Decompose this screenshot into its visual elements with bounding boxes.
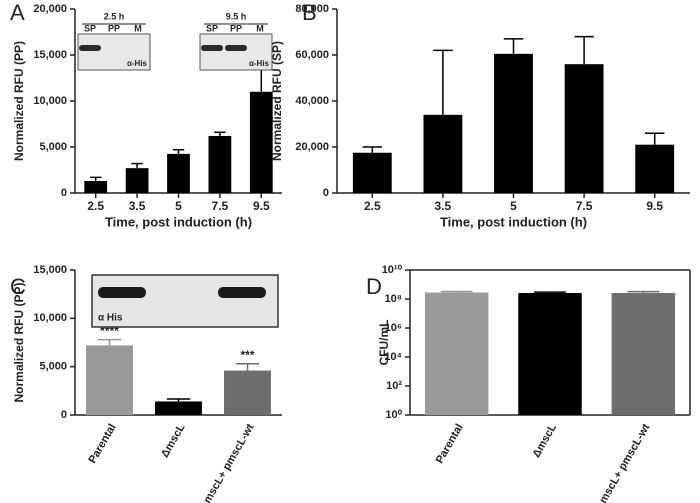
x-tick-label: ΔmscL+ pmscL-wt [593,422,652,503]
y-tick-label: 0 [61,187,67,199]
y-tick-label: 80,000 [295,3,329,15]
x-tick-label: 3.5 [129,199,146,213]
y-tick-label: 0 [61,409,67,421]
x-tick-label: ΔmscL [530,422,559,460]
x-tick-label: 9.5 [253,199,270,213]
inset-band [201,45,223,51]
y-tick-label: 10⁶ [385,322,402,334]
x-axis-label: Time, post induction (h) [440,214,587,229]
y-tick-label: 10⁰ [385,409,402,421]
y-tick-label: 40,000 [295,95,329,107]
panel-label: A [10,0,25,25]
bar [84,181,108,193]
inset-band [79,45,101,51]
bar [155,401,202,415]
x-tick-label: 7.5 [576,199,593,213]
inset-band [225,45,247,51]
inset-lane: M [134,23,142,33]
bar [208,135,232,193]
y-tick-label: 20,000 [33,3,67,15]
inset-blot [91,274,279,328]
inset-lane: M [256,23,264,33]
x-tick-label: 2.5 [364,199,381,213]
y-axis-label: Normalized RFU (PP) [12,41,26,161]
x-axis-label: Time, post induction (h) [105,214,252,229]
panel-label: B [302,0,317,25]
y-axis-label: CFU/mL [377,320,391,366]
y-tick-label: 15,000 [33,49,67,61]
x-tick-label: 3.5 [435,199,452,213]
x-tick-label: 7.5 [212,199,229,213]
x-tick-label: ΔmscL+ pmscL-wt [197,422,256,503]
bar [423,114,463,193]
bar [635,144,675,193]
y-tick-label: 0 [323,187,329,199]
inset-antibody: α-His [127,59,148,68]
inset-blot [199,33,273,71]
y-tick-label: 10⁸ [385,293,402,305]
bar [494,53,533,193]
y-tick-label: 5,000 [39,361,67,373]
inset-antibody: α His [98,313,123,324]
inset-lane: PP [108,23,120,33]
bar [611,292,676,415]
inset-antibody: α-His [249,59,270,68]
y-tick-label: 5,000 [39,141,67,153]
bar [564,64,604,193]
inset-title: 2.5 h [104,11,125,21]
inset-title: 9.5 h [226,11,247,21]
inset-lane: SP [84,23,96,33]
y-tick-label: 10¹⁰ [382,264,403,276]
x-tick-label: ΔmscL [159,422,188,460]
y-tick-label: 15,000 [33,264,67,276]
panel-label: C [10,274,26,299]
y-tick-label: 10,000 [33,95,67,107]
bar [518,292,582,415]
x-tick-label: 9.5 [646,199,663,213]
inset-lane: PP [230,23,242,33]
bar [167,153,190,193]
inset-band [218,287,266,298]
y-tick-label: 20,000 [295,141,329,153]
y-tick-label: 10² [386,380,402,392]
y-tick-label: 60,000 [295,49,329,61]
y-axis-label: Normalized RFU (SP) [270,41,284,161]
inset-lane: SP [206,23,218,33]
x-tick-label: Parental [87,422,119,466]
bar [125,168,149,193]
inset-band [98,287,146,298]
bar [224,370,271,415]
bar [352,152,392,193]
x-tick-label: 5 [175,199,182,213]
significance: *** [240,348,254,362]
bar [86,345,133,415]
panel-label: D [366,274,382,299]
x-tick-label: 5 [510,199,517,213]
y-axis-label: Normalized RFU (PP) [12,282,26,402]
inset-blot [77,33,151,71]
y-tick-label: 10⁴ [384,351,402,363]
bar [424,292,489,415]
x-tick-label: 2.5 [87,199,104,213]
x-tick-label: Parental [434,422,466,466]
y-tick-label: 10,000 [33,312,67,324]
bar [249,91,273,193]
